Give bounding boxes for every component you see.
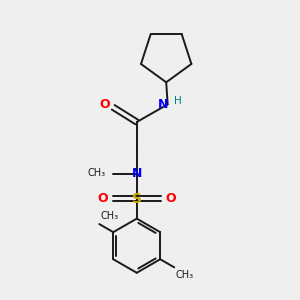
Text: O: O: [98, 192, 109, 205]
Text: H: H: [174, 96, 182, 106]
Text: O: O: [165, 192, 175, 205]
Text: N: N: [132, 167, 142, 180]
Text: CH₃: CH₃: [101, 211, 119, 221]
Text: N: N: [158, 98, 168, 111]
Text: S: S: [132, 192, 142, 206]
Text: CH₃: CH₃: [176, 270, 194, 280]
Text: CH₃: CH₃: [88, 168, 106, 178]
Text: O: O: [100, 98, 110, 111]
